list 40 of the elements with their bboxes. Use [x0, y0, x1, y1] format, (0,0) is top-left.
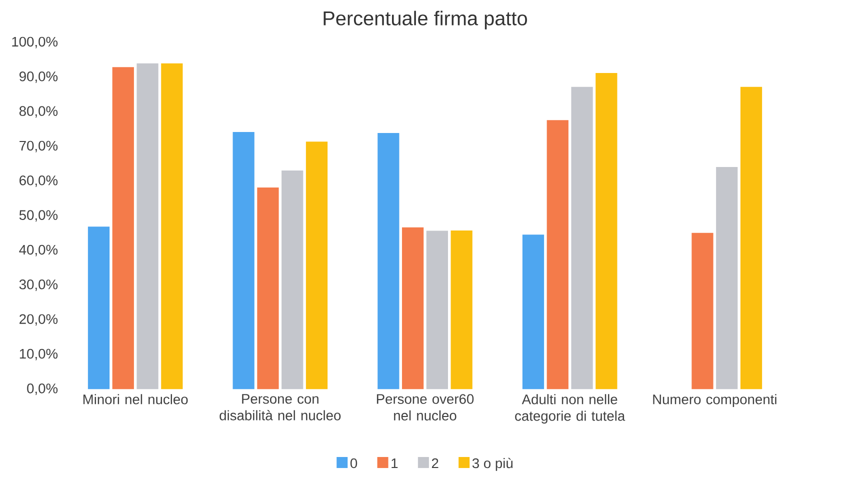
y-tick-label: 70,0% — [20, 141, 58, 152]
y-tick-label: 50,0% — [19, 210, 58, 222]
bar — [306, 142, 328, 390]
bar — [522, 234, 544, 390]
y-tick-label: 90,0% — [19, 72, 58, 84]
legend-label: 3 o più — [472, 458, 512, 472]
bar — [692, 233, 714, 390]
bar — [546, 120, 568, 390]
y-tick-label: 30,0% — [19, 280, 58, 292]
bar — [112, 67, 134, 390]
x-tick-label: Adulti non nelle categorie di tutela — [515, 394, 626, 424]
y-tick-label: 60,0% — [20, 176, 58, 188]
bar — [232, 132, 254, 390]
bar — [740, 87, 762, 390]
y-tick-label: 10,0% — [20, 349, 58, 360]
bar — [378, 133, 400, 390]
bar — [257, 188, 279, 390]
bar — [136, 64, 158, 390]
bar — [450, 230, 472, 390]
y-tick-label: 20,0% — [20, 314, 58, 326]
x-tick-label: Minori nel nucleo — [83, 394, 188, 404]
legend-label: 0 — [350, 458, 358, 468]
x-tick-label: Persone over60 nel nucleo — [376, 394, 474, 421]
y-tick-label: 80,0% — [19, 106, 58, 118]
chart-title: Percentuale firma patto — [324, 10, 527, 30]
bar — [571, 87, 593, 390]
legend-label: 1 — [392, 458, 398, 468]
x-tick-label: Numero componenti — [653, 394, 776, 408]
bar — [161, 64, 183, 390]
y-tick-label: 100,0% — [12, 37, 58, 48]
y-tick-label: 40,0% — [19, 245, 58, 256]
legend-label: 2 — [432, 458, 438, 468]
bar — [402, 228, 424, 390]
x-tick-label: Persone con disabilità nel nucleo — [220, 394, 341, 421]
bar — [88, 226, 110, 390]
bar — [716, 167, 738, 390]
bar — [282, 170, 304, 390]
bar — [426, 230, 448, 390]
bar — [596, 73, 618, 390]
y-tick-label: 0,0% — [27, 384, 58, 396]
